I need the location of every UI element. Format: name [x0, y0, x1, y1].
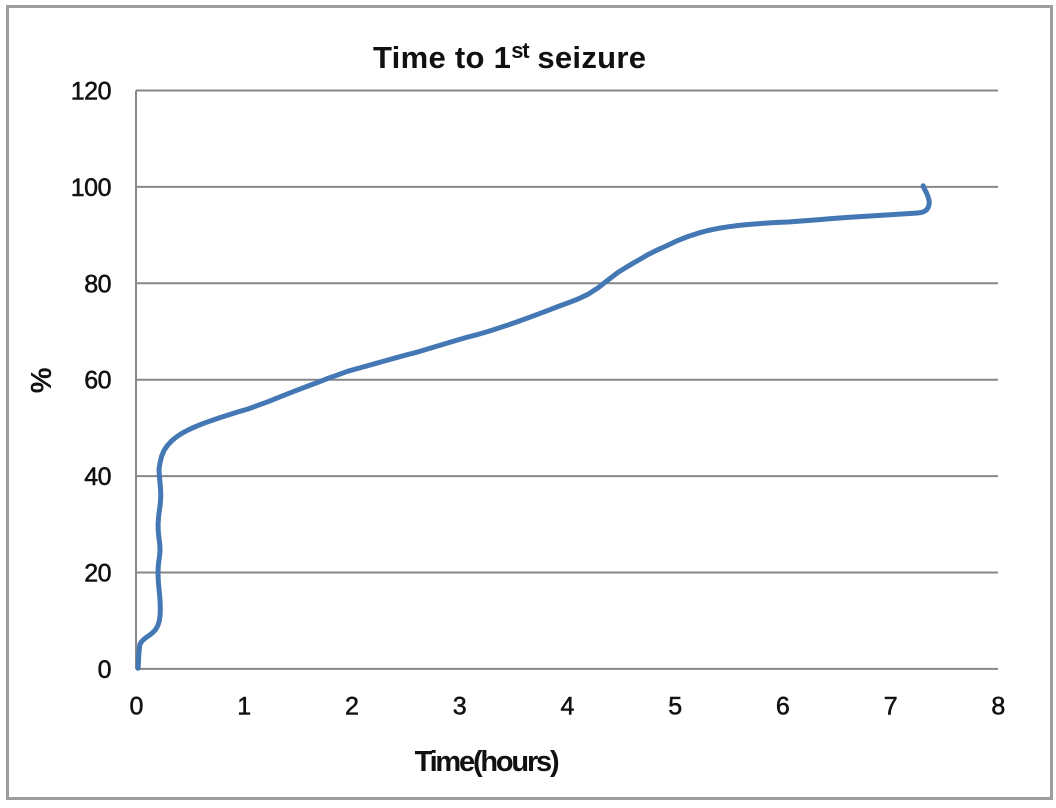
svg-text:4: 4 — [560, 693, 574, 721]
svg-text:0: 0 — [98, 656, 111, 684]
svg-text:3: 3 — [453, 693, 466, 721]
svg-text:100: 100 — [71, 174, 111, 202]
svg-text:80: 80 — [84, 270, 111, 298]
svg-text:6: 6 — [776, 693, 789, 721]
svg-text:2: 2 — [345, 693, 358, 721]
svg-text:%: % — [26, 367, 58, 393]
svg-text:60: 60 — [84, 367, 111, 395]
svg-text:Time(hours): Time(hours) — [415, 746, 559, 778]
svg-text:8: 8 — [991, 693, 1004, 721]
svg-text:0: 0 — [129, 693, 142, 721]
svg-text:7: 7 — [884, 693, 897, 721]
svg-text:40: 40 — [84, 463, 111, 491]
svg-text:20: 20 — [84, 560, 111, 588]
svg-text:120: 120 — [71, 78, 111, 106]
svg-text:1: 1 — [237, 693, 250, 721]
svg-text:5: 5 — [668, 693, 681, 721]
svg-text:Time to 1st seizure: Time to 1st seizure — [373, 38, 646, 75]
